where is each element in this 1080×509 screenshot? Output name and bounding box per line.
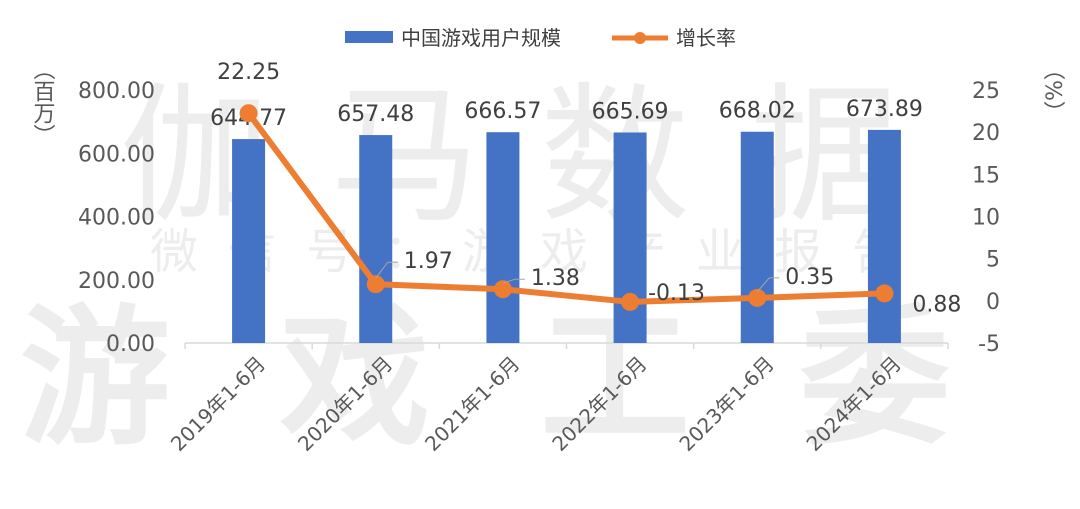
y-right-tick-label: 15 bbox=[972, 163, 1000, 188]
line-series bbox=[239, 104, 894, 311]
line-data-label: 1.38 bbox=[531, 266, 580, 291]
legend-line-marker bbox=[634, 32, 646, 44]
line-point bbox=[493, 280, 512, 299]
bar bbox=[867, 129, 901, 343]
line-data-label: 1.97 bbox=[404, 249, 453, 274]
chart-legend: 中国游戏用户规模 增长率 bbox=[345, 26, 736, 50]
bar bbox=[359, 135, 393, 343]
y-left-tick-label: 400.00 bbox=[78, 206, 155, 231]
bar-data-label: 668.02 bbox=[719, 99, 796, 124]
bar bbox=[613, 132, 647, 343]
y-right-tick-label: 20 bbox=[972, 121, 1000, 146]
y-left-title-text: （百万） bbox=[30, 58, 56, 146]
y-right-tick-label: 0 bbox=[986, 290, 1000, 315]
legend-line-label: 增长率 bbox=[676, 26, 736, 50]
bar bbox=[740, 131, 774, 343]
y-right-tick-label: 5 bbox=[986, 248, 1000, 273]
line-point bbox=[366, 275, 385, 294]
line-label-leader bbox=[375, 261, 398, 279]
y-left-tick-label: 600.00 bbox=[78, 142, 155, 167]
legend-bar-label: 中国游戏用户规模 bbox=[401, 26, 561, 50]
legend-bar-swatch bbox=[345, 31, 393, 43]
bar-data-label: 666.57 bbox=[464, 99, 541, 124]
y-left-tick-label: 0.00 bbox=[106, 332, 155, 357]
watermark-line3: 游戏工委 bbox=[20, 292, 1060, 466]
y-right-title: （%） bbox=[1040, 58, 1066, 123]
y-right-tick-label: 25 bbox=[972, 79, 1000, 104]
line-point bbox=[748, 288, 767, 307]
line-label-leader bbox=[756, 277, 780, 293]
watermark: 伽马数据 微信号：游戏产业报告 游戏工委 bbox=[20, 70, 1060, 466]
line-label-leader bbox=[502, 278, 525, 284]
line-point bbox=[621, 292, 640, 311]
bar-data-label: 657.48 bbox=[337, 102, 414, 127]
y-left-title: （百万） bbox=[30, 58, 56, 146]
line-point bbox=[875, 284, 894, 303]
y-left-tick-label: 800.00 bbox=[78, 79, 155, 104]
watermark-line2: 微信号：游戏产业报告 bbox=[150, 224, 930, 280]
y-left-tick-label: 200.00 bbox=[78, 269, 155, 294]
y-right-tick-label: -5 bbox=[978, 332, 1000, 357]
bar bbox=[232, 139, 266, 343]
line-data-label: -0.13 bbox=[648, 281, 705, 306]
line-data-label: 0.35 bbox=[785, 265, 834, 290]
y-right-tick-label: 10 bbox=[972, 206, 1000, 231]
line-data-label: 22.25 bbox=[217, 60, 280, 85]
axes: 0.00 200.00 400.00 600.00 800.00 -5 0 5 10 15 20 25 bbox=[78, 79, 1000, 357]
bar-data-label: 665.69 bbox=[592, 99, 669, 124]
line-data-labels: 22.25 1.97 1.38 -0.13 0.35 0.88 bbox=[217, 60, 961, 317]
line-path bbox=[246, 111, 885, 305]
bar-series bbox=[232, 129, 901, 343]
line-point bbox=[239, 104, 258, 123]
bar-data-label: 673.89 bbox=[846, 97, 923, 122]
y-right-title-text: （%） bbox=[1040, 58, 1066, 123]
bar bbox=[486, 132, 520, 343]
line-data-label: 0.88 bbox=[912, 292, 961, 317]
